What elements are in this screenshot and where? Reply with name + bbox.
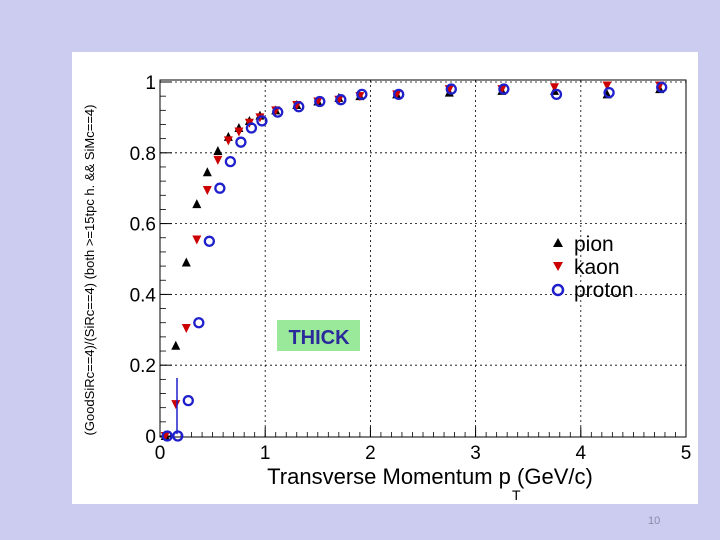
data-point-pion <box>171 340 181 350</box>
annotation-label: THICK <box>288 327 350 349</box>
x-axis-title: Transverse Momentum p (GeV/c) <box>267 464 593 489</box>
y-tick-label: 0.2 <box>130 356 156 377</box>
tick-labels: 0 1 2 3 4 5 0 0.2 0.4 0.6 0.8 1 <box>130 73 692 464</box>
data-point-proton <box>235 136 247 148</box>
data-point-kaon <box>602 81 612 91</box>
efficiency-chart: 0 1 2 3 4 5 0 0.2 0.4 0.6 0.8 1 THICK pion kaon pro… <box>82 73 692 503</box>
data-point-kaon <box>181 324 191 334</box>
data-point-proton <box>498 83 510 95</box>
data-point-pion <box>202 167 212 177</box>
data-point-pion <box>213 146 223 156</box>
y-axis-title: (GoodSiRc==4)/(SiRc==4) (both >=15tpc h.… <box>82 105 97 436</box>
plot-frame <box>159 79 687 438</box>
data-point-proton <box>172 430 184 442</box>
data-point-proton <box>203 235 215 247</box>
annotation-box <box>277 320 360 351</box>
x-tick-label: 1 <box>260 443 271 464</box>
data-point-pion <box>181 257 191 267</box>
x-tick-label: 0 <box>155 443 166 464</box>
data-point-proton <box>245 122 258 134</box>
legend-pion-label: pion <box>574 233 614 256</box>
data-point-pion <box>192 199 202 209</box>
data-point-kaon <box>550 83 559 93</box>
y-tick-label: 0 <box>145 427 156 448</box>
data-point-proton <box>356 88 368 101</box>
data-point-proton <box>256 115 268 127</box>
data-point-proton <box>335 94 347 106</box>
data-point-proton <box>182 394 194 407</box>
data-point-proton <box>603 86 615 99</box>
data-point-kaon <box>202 185 212 195</box>
data-point-proton <box>193 317 205 329</box>
data-point-kaon <box>223 136 233 146</box>
slide-number: 10 <box>648 515 661 527</box>
legend-kaon-marker <box>553 262 563 271</box>
y-tick-label: 1 <box>145 73 156 94</box>
x-tick-label: 4 <box>576 443 587 464</box>
legend: pion kaon proton <box>551 233 634 302</box>
legend-proton-label: proton <box>574 279 634 302</box>
x-tick-label: 5 <box>681 443 692 464</box>
data-point-proton <box>214 182 226 194</box>
data-point-proton <box>550 88 563 101</box>
data-point-kaon <box>213 155 223 165</box>
axis-ticks <box>159 81 687 437</box>
data-point-proton <box>393 88 405 101</box>
y-tick-label: 0.8 <box>130 144 156 165</box>
y-tick-label: 0.4 <box>130 285 157 306</box>
data-marks <box>160 81 668 442</box>
data-point-kaon <box>192 235 202 245</box>
data-point-kaon <box>171 400 181 410</box>
data-point-proton <box>445 83 457 95</box>
data-point-kaon <box>234 127 244 137</box>
plot-panel: 0 1 2 3 4 5 0 0.2 0.4 0.6 0.8 1 THICK pion kaon pro… <box>72 52 698 504</box>
data-point-proton <box>161 430 173 442</box>
x-axis-title-subscript: T <box>512 487 521 503</box>
data-point-proton <box>656 81 668 93</box>
legend-pion-marker <box>553 238 563 247</box>
legend-kaon-label: kaon <box>574 256 620 279</box>
data-point-proton <box>272 106 284 118</box>
data-point-proton <box>224 156 237 168</box>
data-point-proton <box>314 95 326 108</box>
x-tick-label: 3 <box>470 443 481 464</box>
data-point-proton <box>293 101 305 113</box>
legend-proton-marker <box>551 283 565 297</box>
x-tick-label: 2 <box>365 443 376 464</box>
y-tick-label: 0.6 <box>130 215 156 236</box>
